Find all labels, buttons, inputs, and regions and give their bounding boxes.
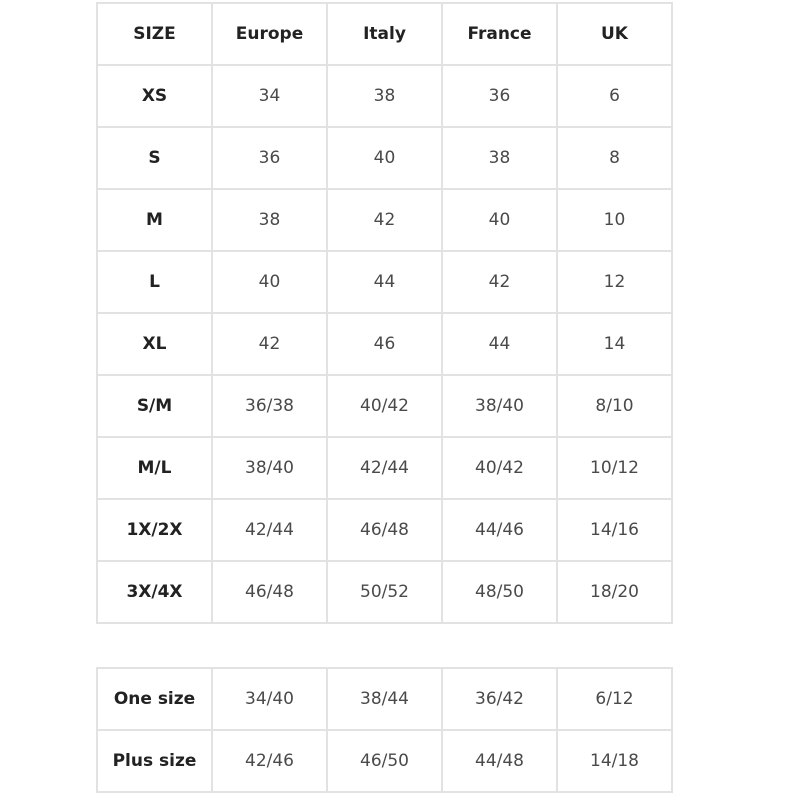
size-value: 42 (326, 188, 443, 252)
size-label: 1X/2X (96, 498, 213, 562)
column-header: UK (556, 2, 673, 66)
size-label: S (96, 126, 213, 190)
table-row: One size 34/40 38/44 36/42 6/12 (96, 667, 673, 731)
size-value: 44/48 (441, 729, 558, 793)
column-header: SIZE (96, 2, 213, 66)
size-value: 40 (326, 126, 443, 190)
size-value: 8/10 (556, 374, 673, 438)
size-label: One size (96, 667, 213, 731)
size-value: 18/20 (556, 560, 673, 624)
column-header: Italy (326, 2, 443, 66)
size-label: S/M (96, 374, 213, 438)
size-value: 46/48 (211, 560, 328, 624)
table-row: Plus size 42/46 46/50 44/48 14/18 (96, 729, 673, 793)
size-value: 42 (441, 250, 558, 314)
table-row: S/M 36/38 40/42 38/40 8/10 (96, 374, 673, 438)
size-label: M (96, 188, 213, 252)
size-value: 36/42 (441, 667, 558, 731)
size-value: 10 (556, 188, 673, 252)
size-value: 42 (211, 312, 328, 376)
size-value: 6/12 (556, 667, 673, 731)
size-value: 40/42 (441, 436, 558, 500)
header-row: SIZE Europe Italy France UK (96, 2, 673, 66)
size-value: 34 (211, 64, 328, 128)
size-value: 46 (326, 312, 443, 376)
table-row: XS 34 38 36 6 (96, 64, 673, 128)
table-row: 3X/4X 46/48 50/52 48/50 18/20 (96, 560, 673, 624)
size-value: 36/38 (211, 374, 328, 438)
size-value: 44/46 (441, 498, 558, 562)
table-row: 1X/2X 42/44 46/48 44/46 14/16 (96, 498, 673, 562)
size-value: 46/48 (326, 498, 443, 562)
size-value: 14/18 (556, 729, 673, 793)
size-value: 38 (211, 188, 328, 252)
size-value: 12 (556, 250, 673, 314)
size-value: 36 (211, 126, 328, 190)
column-header: France (441, 2, 558, 66)
size-value: 42/46 (211, 729, 328, 793)
size-value: 40 (441, 188, 558, 252)
size-value: 34/40 (211, 667, 328, 731)
table-row: L 40 44 42 12 (96, 250, 673, 314)
size-value: 14/16 (556, 498, 673, 562)
size-label: 3X/4X (96, 560, 213, 624)
size-value: 48/50 (441, 560, 558, 624)
size-value: 6 (556, 64, 673, 128)
size-value: 38/44 (326, 667, 443, 731)
size-value: 44 (441, 312, 558, 376)
size-value: 38 (326, 64, 443, 128)
size-value: 50/52 (326, 560, 443, 624)
size-value: 38/40 (441, 374, 558, 438)
table-row: M/L 38/40 42/44 40/42 10/12 (96, 436, 673, 500)
size-value: 36 (441, 64, 558, 128)
size-value: 46/50 (326, 729, 443, 793)
size-value: 38/40 (211, 436, 328, 500)
size-chart-table: SIZE Europe Italy France UK XS 34 38 36 6 S 36 40 38… (96, 2, 673, 624)
size-value: 44 (326, 250, 443, 314)
size-value: 38 (441, 126, 558, 190)
size-label: XS (96, 64, 213, 128)
size-label: M/L (96, 436, 213, 500)
size-value: 14 (556, 312, 673, 376)
column-header: Europe (211, 2, 328, 66)
size-value: 10/12 (556, 436, 673, 500)
size-value: 8 (556, 126, 673, 190)
size-value: 40 (211, 250, 328, 314)
size-value: 42/44 (211, 498, 328, 562)
table-row: S 36 40 38 8 (96, 126, 673, 190)
size-value: 40/42 (326, 374, 443, 438)
size-label: L (96, 250, 213, 314)
table-row: M 38 42 40 10 (96, 188, 673, 252)
size-value: 42/44 (326, 436, 443, 500)
size-label: XL (96, 312, 213, 376)
size-label: Plus size (96, 729, 213, 793)
special-sizes-table: One size 34/40 38/44 36/42 6/12 Plus size 42/4… (96, 667, 673, 793)
table-row: XL 42 46 44 14 (96, 312, 673, 376)
